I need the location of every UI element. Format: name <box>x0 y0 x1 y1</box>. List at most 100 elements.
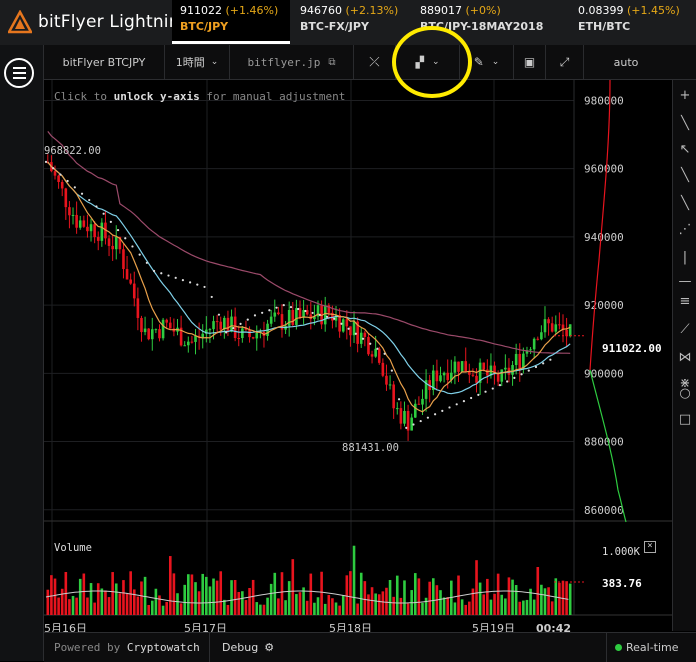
volume-bar <box>201 573 205 615</box>
candle-body <box>316 305 320 317</box>
candle-body <box>230 316 233 332</box>
volume-bar <box>370 587 374 615</box>
interval-dropdown[interactable]: 1時間 ⌄ <box>165 45 230 79</box>
candle-body <box>550 323 554 332</box>
sar-dot <box>160 272 163 275</box>
candle-body <box>219 321 223 330</box>
source-link[interactable]: bitflyer.jp ⧉ <box>230 45 354 79</box>
candle-body <box>150 329 154 340</box>
chevron-down-icon: ⌄ <box>210 57 219 67</box>
gann-fan-icon[interactable]: ⋈ <box>678 350 692 365</box>
candle-body <box>388 384 392 386</box>
candle-body <box>406 410 410 431</box>
sar-dot <box>44 160 48 163</box>
circle-tool-icon[interactable]: ○ <box>679 386 691 401</box>
volume-bar <box>107 597 111 615</box>
volume-bar <box>446 597 450 615</box>
candle-body <box>561 324 565 330</box>
candle-body <box>223 317 226 330</box>
ticker-btc-fx-jpy[interactable]: 946760 (+2.13%) BTC-FX/JPY <box>292 0 410 44</box>
candle-body <box>154 329 158 331</box>
candle-body <box>504 367 507 370</box>
volume-bar <box>323 603 327 615</box>
fibonacci-icon[interactable]: ≡ <box>679 294 691 309</box>
y-tick-label: 900000 <box>584 367 624 380</box>
sar-dot <box>506 380 509 383</box>
rectangle-tool-icon[interactable]: □ <box>678 412 692 427</box>
right-drawing-toolbar: + ╲ ↖ ╲ ╲ ⋰ | — ≡ ⟋ ⋈ ⋇ ○ □ <box>672 80 696 631</box>
sar-dot <box>59 173 62 176</box>
candle-body <box>377 348 381 363</box>
candle-body <box>251 337 255 339</box>
candle-body <box>374 348 377 357</box>
extended-line-icon[interactable]: ╲ <box>681 168 689 183</box>
sar-dot <box>275 306 278 309</box>
scale-mode-button[interactable]: auto <box>584 45 668 79</box>
candle-body <box>536 338 540 340</box>
x-tick-label: 5月17日 <box>184 622 227 635</box>
y-tick-label: 960000 <box>584 163 624 176</box>
candle-body <box>356 321 359 344</box>
candle-body <box>442 372 446 376</box>
trend-line-icon[interactable]: ╲ <box>681 196 689 211</box>
candle-body <box>86 226 89 232</box>
indicators-button[interactable]: ▣ <box>514 45 546 79</box>
chart-type-dropdown[interactable]: ▞ ⌄ <box>396 45 460 79</box>
volume-bar <box>194 582 197 615</box>
sar-dot <box>534 365 538 369</box>
y-axis-unlock-hint[interactable]: Click to unlock y-axis for manual adjust… <box>54 90 345 103</box>
volume-bar <box>565 581 568 615</box>
sar-dot <box>289 305 293 309</box>
sar-dot <box>311 311 314 315</box>
volume-bar <box>478 582 482 615</box>
volume-bar <box>60 588 64 615</box>
volume-bar <box>457 575 460 615</box>
sar-dot <box>145 261 148 264</box>
volume-bar <box>298 592 302 615</box>
ticker-btc-jpy[interactable]: 911022 (+1.46%) BTC/JPY <box>172 0 290 44</box>
line-tool-icon[interactable]: ╲ <box>681 116 689 131</box>
debug-button[interactable]: Debug ⚙ <box>209 633 274 662</box>
ray-tool-icon[interactable]: ↖ <box>679 142 691 157</box>
volume-bar <box>392 596 395 615</box>
add-icon[interactable]: + <box>679 88 691 103</box>
app-logo[interactable]: bitFlyer Lightning <box>8 7 191 37</box>
candle-body <box>100 222 104 241</box>
candle-body <box>327 305 331 313</box>
price-chart[interactable]: 980000 960000 940000 920000 900000 880000 8600… <box>44 80 672 661</box>
drawing-tools-dropdown[interactable]: ✎ ⌄ <box>460 45 514 79</box>
volume-bar <box>68 599 71 615</box>
sar-dot <box>484 390 487 393</box>
candle-body <box>215 321 219 323</box>
volume-bar <box>154 588 158 615</box>
powered-by[interactable]: Powered by Cryptowatch <box>54 641 200 654</box>
ticker-eth-btc[interactable]: 0.08399 (+1.45%) ETH/BTC <box>570 0 696 44</box>
horizontal-line-icon[interactable]: — <box>678 274 692 289</box>
volume-bar <box>385 587 388 615</box>
market-selector[interactable]: bitFlyer BTCJPY <box>44 45 165 79</box>
sar-dot <box>325 315 329 318</box>
volume-bar <box>208 586 212 615</box>
sar-dot <box>397 398 401 401</box>
arc-tool-icon[interactable]: ⋇ <box>679 376 691 391</box>
fan-tool-icon[interactable]: ⟋ <box>680 322 690 337</box>
hamburger-menu-button[interactable] <box>4 58 34 88</box>
sar-dot <box>109 220 112 223</box>
volume-bar <box>327 594 331 615</box>
sar-dot <box>412 423 415 426</box>
volume-bar <box>338 605 341 615</box>
chart-area[interactable]: 980000 960000 940000 920000 900000 880000 8600… <box>44 80 672 661</box>
sar-dot <box>318 313 321 316</box>
volume-bar <box>543 588 547 615</box>
sar-dot <box>361 337 365 340</box>
indicator-chart-icon: ▣ <box>523 55 536 69</box>
volume-close-button[interactable]: × <box>644 541 656 553</box>
volume-bar <box>561 580 565 615</box>
fullscreen-button[interactable]: ⤢ <box>546 45 584 79</box>
vertical-line-icon[interactable]: | <box>682 250 688 265</box>
candle-body <box>89 224 93 232</box>
volume-bar <box>460 599 464 615</box>
volume-bar <box>496 573 500 615</box>
ticker-btc-jpy-18may2018[interactable]: 889017 (+0%) BTC/JPY-18MAY2018 <box>412 0 568 44</box>
channel-tool-icon[interactable]: ⋰ <box>678 222 692 237</box>
